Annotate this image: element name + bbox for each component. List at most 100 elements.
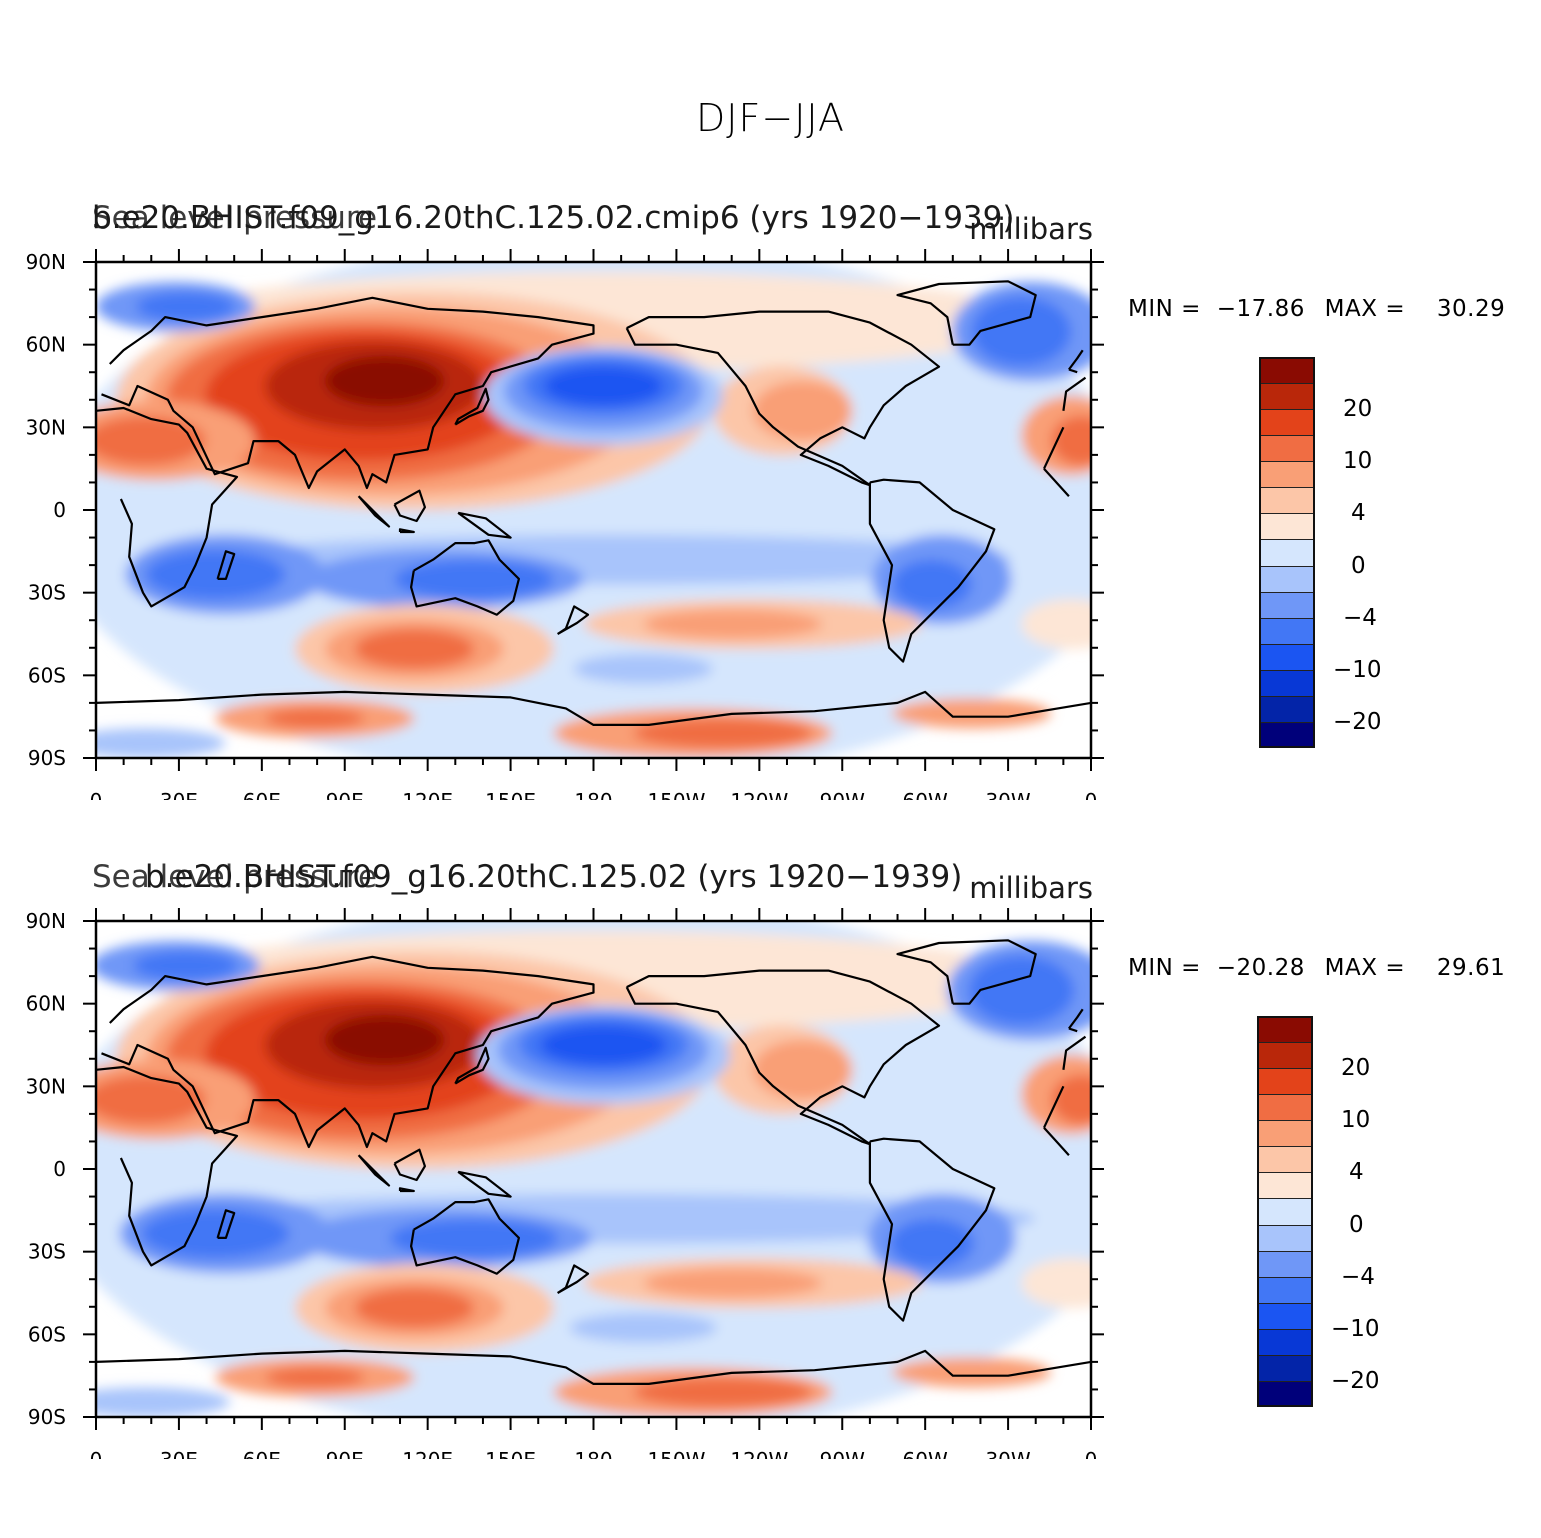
- max-label: MAX =: [1324, 296, 1406, 322]
- colorbar-swatch: [1259, 461, 1315, 488]
- coastline: [96, 690, 1091, 726]
- coastline: [896, 280, 1037, 346]
- colorbar-label: −4: [1341, 1263, 1375, 1290]
- coastline: [625, 310, 941, 487]
- min-max-readout: MIN = −17.86 MAX = 30.29: [1128, 296, 1505, 322]
- colorbar-swatch: [1257, 1328, 1313, 1355]
- latitude-tick-label: 30N: [26, 1074, 66, 1098]
- colorbar-swatch: [1259, 591, 1315, 618]
- anomaly-contour: [573, 653, 713, 684]
- longitude-tick-label: 120W: [730, 1448, 788, 1459]
- anomaly-contour: [96, 1159, 116, 1179]
- colorbar-swatch: [1257, 1198, 1313, 1225]
- longitude-tick-label: 90E: [326, 1448, 364, 1459]
- colorbar-label: 0: [1349, 1211, 1364, 1238]
- anomaly-contour: [145, 549, 286, 600]
- colorbar-label: −20: [1331, 1367, 1380, 1394]
- anomaly-contour: [643, 1268, 823, 1298]
- colorbar-swatch: [1257, 1016, 1313, 1043]
- anomaly-contour: [96, 1387, 231, 1417]
- colorbar-label: −10: [1331, 1315, 1380, 1342]
- colorbar-swatch: [1259, 409, 1315, 436]
- anomaly-contour: [324, 356, 445, 406]
- colorbar-swatch: [1259, 487, 1315, 514]
- anomaly-contour: [265, 1367, 365, 1388]
- coastline: [216, 1209, 236, 1239]
- map-panel-bottom: b.e20.BHIST.f09_g16.20thC.125.02 (yrs 19…: [0, 659, 1541, 1459]
- longitude-tick-label: 180: [574, 789, 612, 800]
- panel-case-title: b.e20.BHIST.f09_g16.20thC.125.02.cmip6 (…: [92, 200, 1015, 236]
- max-label: MAX =: [1324, 955, 1406, 981]
- panel-variable-title: Sea level pressure: [92, 200, 378, 236]
- coastline: [357, 1154, 391, 1187]
- colorbar-frame: [1259, 357, 1315, 748]
- colorbar-swatch: [1259, 695, 1315, 722]
- colorbar-label: −4: [1343, 604, 1377, 631]
- latitude-tick-label: 60S: [28, 1322, 66, 1346]
- coastline: [398, 528, 415, 534]
- min-label: MIN =: [1128, 955, 1201, 981]
- latitude-tick-label: 30N: [26, 415, 66, 439]
- colorbar-swatch: [1259, 669, 1315, 696]
- colorbar-swatch: [1259, 721, 1315, 748]
- coastline: [216, 550, 236, 580]
- colorbar-swatch: [1257, 1380, 1313, 1407]
- colorbar-swatch: [1259, 617, 1315, 644]
- colorbar-swatch: [1259, 513, 1315, 540]
- longitude-tick-label: 60W: [903, 1448, 948, 1459]
- colorbar-swatch: [1257, 1120, 1313, 1147]
- anomaly-contour: [96, 500, 116, 520]
- coastline: [868, 1137, 996, 1322]
- panel-units: millibars: [969, 871, 1093, 905]
- colorbar-swatch: [1257, 1146, 1313, 1173]
- anomaly-contour: [394, 559, 554, 600]
- longitude-tick-label: 90W: [820, 789, 865, 800]
- longitude-tick-label: 0: [1085, 1448, 1098, 1459]
- coastline: [625, 969, 941, 1146]
- panel-variable-title: Sea level pressure: [92, 859, 378, 895]
- anomaly-contour: [569, 1312, 718, 1343]
- anomaly-contour: [265, 708, 365, 729]
- coastline: [454, 387, 490, 426]
- coastline: [1068, 349, 1084, 374]
- latitude-tick-label: 90S: [28, 746, 66, 770]
- longitude-tick-label: 60W: [903, 789, 948, 800]
- latitude-tick-label: 60N: [26, 333, 66, 357]
- coastline: [896, 939, 1037, 1005]
- colorbar-label: 10: [1341, 1107, 1371, 1134]
- anomaly-contour: [752, 381, 853, 441]
- longitude-tick-label: 0: [90, 789, 103, 800]
- anomaly-contour: [889, 1218, 974, 1269]
- latitude-tick-label: 60S: [28, 663, 66, 687]
- coastline: [96, 1349, 1091, 1385]
- colorbar: 20 10 4 0 −4 −10 −20: [1257, 1016, 1397, 1407]
- anomaly-contour: [324, 1015, 445, 1065]
- latitude-tick-label: 30S: [28, 581, 66, 605]
- colorbar-swatch: [1257, 1042, 1313, 1069]
- min-value: −20.28: [1216, 955, 1305, 981]
- anomaly-contour: [354, 1288, 475, 1328]
- longitude-tick-label: 30W: [985, 789, 1030, 800]
- longitude-tick-label: 180: [574, 1448, 612, 1459]
- longitude-tick-label: 150W: [647, 789, 705, 800]
- min-label: MIN =: [1128, 296, 1201, 322]
- colorbar-swatch: [1257, 1354, 1313, 1381]
- coastline: [393, 489, 426, 523]
- latitude-tick-label: 60N: [26, 992, 66, 1016]
- colorbar: 20 10 4 0 −4 −10 −20: [1259, 357, 1399, 748]
- anomaly-contour: [971, 296, 1072, 367]
- coastline: [868, 478, 996, 663]
- longitude-tick-label: 120E: [402, 789, 453, 800]
- colorbar-swatch: [1259, 643, 1315, 670]
- anomaly-contour: [540, 1025, 667, 1065]
- latitude-tick-label: 0: [53, 1157, 66, 1181]
- contour-map: 90N 60N 30N 0 30S 60S 90S 0 30E 60E 90E 120E 150E 180…: [26, 249, 1104, 800]
- anomaly-contour: [1051, 1074, 1091, 1125]
- colorbar-swatch: [1257, 1302, 1313, 1329]
- anomaly-contour: [141, 1208, 290, 1259]
- colorbar-label: 20: [1341, 1055, 1371, 1082]
- colorbar-label: 20: [1343, 396, 1373, 423]
- coastline: [410, 1198, 520, 1275]
- longitude-tick-label: 30E: [160, 789, 198, 800]
- longitude-tick-label: 60E: [243, 1448, 281, 1459]
